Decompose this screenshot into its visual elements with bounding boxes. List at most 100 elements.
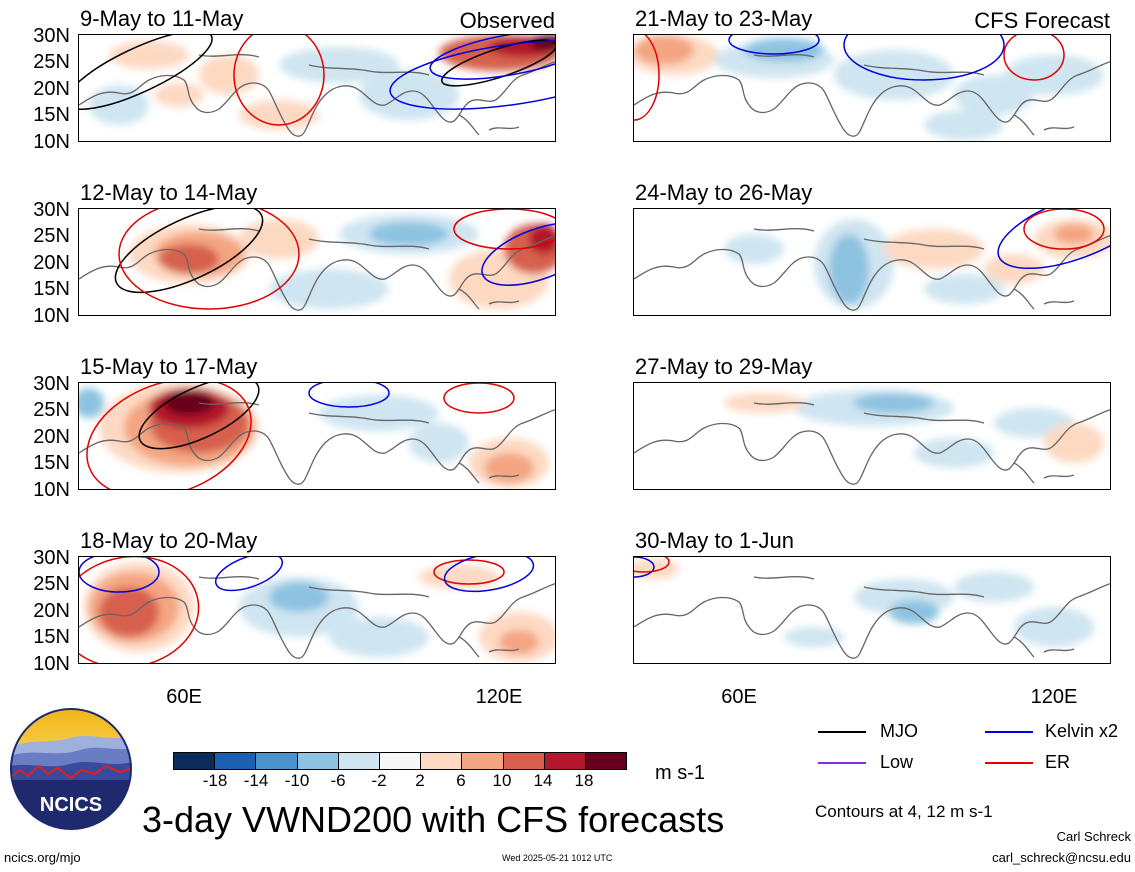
coastline [634,61,1110,137]
colorbar-tick: 2 [415,771,425,790]
shading-region [369,222,449,246]
contour-line [443,557,535,593]
coastline [753,576,1075,658]
coastline [753,228,1075,310]
lon-label-120e-left: 120E [475,686,523,708]
ncics-logo: NCICS [10,708,132,830]
lat-label: 20N [33,252,70,274]
map-field [634,557,1110,659]
shading-region [784,627,844,647]
legend-line-kelvin [985,731,1033,733]
contour-line [634,557,655,578]
map-panel-7 [633,382,1111,490]
map-field [79,209,555,311]
shading-region [924,274,1004,304]
map-panel-2 [78,208,556,316]
shading-region [884,229,984,269]
legend-label-kelvin: Kelvin x2 [1045,721,1119,741]
shading-region [954,75,1034,115]
shading-region [329,617,429,657]
colorbar-swatch [420,752,463,770]
shading-region [279,47,399,83]
lon-label-120e-right: 120E [1030,686,1078,708]
shading-region [834,50,954,100]
map-field [634,35,1110,140]
contour-line [728,35,820,55]
lat-label: 15N [33,104,70,126]
colorbar-swatch [337,752,380,770]
contour-note: Contours at 4, 12 m s-1 [815,802,993,821]
map-field [79,35,555,137]
colorbar-tick: -2 [371,771,387,790]
map-panel-4 [78,556,556,664]
lat-label: 10N [33,305,70,327]
map-field [79,383,555,489]
shading-region [744,38,824,62]
coastline [634,235,1110,311]
shading-region [914,438,994,468]
lon-label-60e-left: 60E [166,686,202,708]
colorbar-tick: 10 [492,771,512,790]
panel-5-title: 21-May to 23-May [635,6,813,31]
shading-region [164,391,214,415]
contour-line [433,559,505,585]
shading-region [924,110,1004,140]
shading-region [954,572,1034,602]
shading-region [199,55,259,95]
legend-line-er [985,762,1033,764]
lat-label: 15N [33,452,70,474]
legend-line-mjo [818,731,866,733]
contour-line [634,557,670,573]
map-panel-8 [633,556,1111,664]
contour-line [453,209,555,250]
legend-label-er: ER [1045,752,1071,772]
panel-1-title: 9-May to 11-May [80,6,244,31]
shading-region [109,41,189,69]
contour-line [138,383,260,450]
lat-label: 15N [33,626,70,648]
coastline [634,583,1110,659]
shading-region [89,85,149,125]
map-field [634,390,1110,485]
map-panel-5 [633,34,1111,142]
shading-region [99,587,159,637]
contour-line [997,209,1110,270]
shading-region [634,35,694,65]
contour-line [308,383,390,408]
lat-label: 25N [33,399,70,421]
coastline [79,235,555,311]
contour-line [429,35,555,80]
contour-line [1023,209,1105,250]
colorbar-tick: 6 [456,771,466,790]
colorbar-swatch [173,752,216,770]
lat-label: 15N [33,278,70,300]
coastline [753,402,1075,484]
colorbar-swatch [461,752,504,770]
colorbar-swatch [296,752,339,770]
shading-region [409,423,469,463]
contour-line [86,383,252,489]
panel-1-label: Observed [459,8,555,33]
coastline [198,576,520,658]
map-panel-1 [78,34,556,142]
figure-title: 3-day VWND200 with CFS forecasts [142,799,725,840]
lat-label: 20N [33,600,70,622]
colorbar-tick: -6 [330,771,346,790]
lat-label: 30N [33,199,70,221]
lat-label: 10N [33,479,70,501]
panel-3-title: 15-May to 17-May [80,354,258,379]
coastline [79,61,555,137]
panel-5-label: CFS Forecast [974,8,1110,33]
shading-region [239,219,319,259]
lat-label: 25N [33,51,70,73]
colorbar-tick: -10 [284,771,310,790]
lat-label: 30N [33,373,70,395]
panel-6-title: 24-May to 26-May [635,180,813,205]
colorbar-swatch [379,752,422,770]
footer-timestamp: Wed 2025-05-21 1012 UTC [502,853,613,863]
footer-email: carl_schreck@ncsu.edu [992,850,1131,865]
shading-region [499,630,539,654]
colorbar-swatch [502,752,545,770]
colorbar [173,752,628,770]
coastline [198,228,520,310]
